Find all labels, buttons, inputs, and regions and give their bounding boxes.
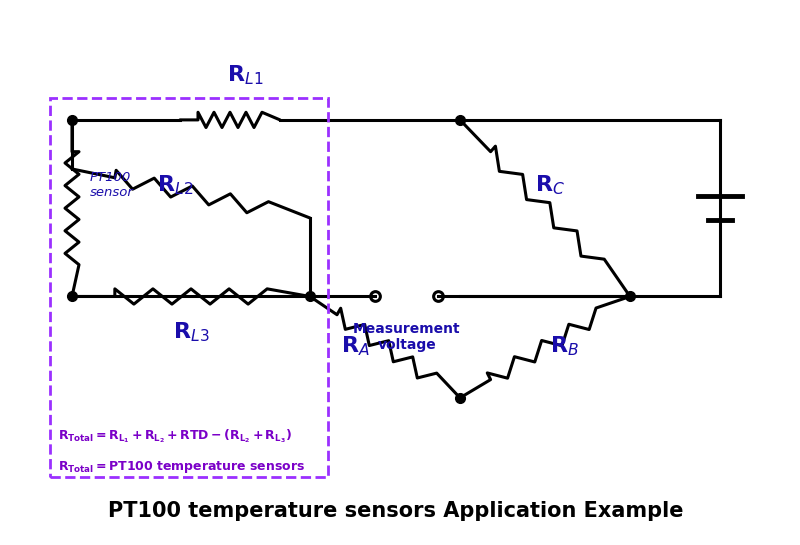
Text: $\mathbf{R}_{L3}$: $\mathbf{R}_{L3}$	[173, 320, 210, 344]
Text: PT100
sensor: PT100 sensor	[90, 171, 134, 199]
Text: $\mathbf{R}_C$: $\mathbf{R}_C$	[535, 173, 565, 197]
Text: $\mathbf{R}_B$: $\mathbf{R}_B$	[550, 335, 579, 359]
Text: $\mathbf{R}_A$: $\mathbf{R}_A$	[341, 335, 370, 359]
Text: $\mathbf{R}_{\mathbf{Total}}\mathbf{=R_{L_1} + R_{L_2} + RTD - ( R_{L_2}+R_{L_3}: $\mathbf{R}_{\mathbf{Total}}\mathbf{=R_{…	[58, 427, 292, 445]
Text: Measurement
voltage: Measurement voltage	[353, 322, 461, 352]
Text: PT100 temperature sensors Application Example: PT100 temperature sensors Application Ex…	[108, 501, 684, 521]
Text: $\mathbf{R}_{L2}$: $\mathbf{R}_{L2}$	[157, 173, 193, 197]
Text: $\mathbf{R}_{L1}$: $\mathbf{R}_{L1}$	[227, 64, 263, 87]
Text: $\mathbf{R}_{\mathbf{Total}}\mathbf{=PT100\ temperature\ sensors}$: $\mathbf{R}_{\mathbf{Total}}\mathbf{=PT1…	[58, 458, 306, 475]
